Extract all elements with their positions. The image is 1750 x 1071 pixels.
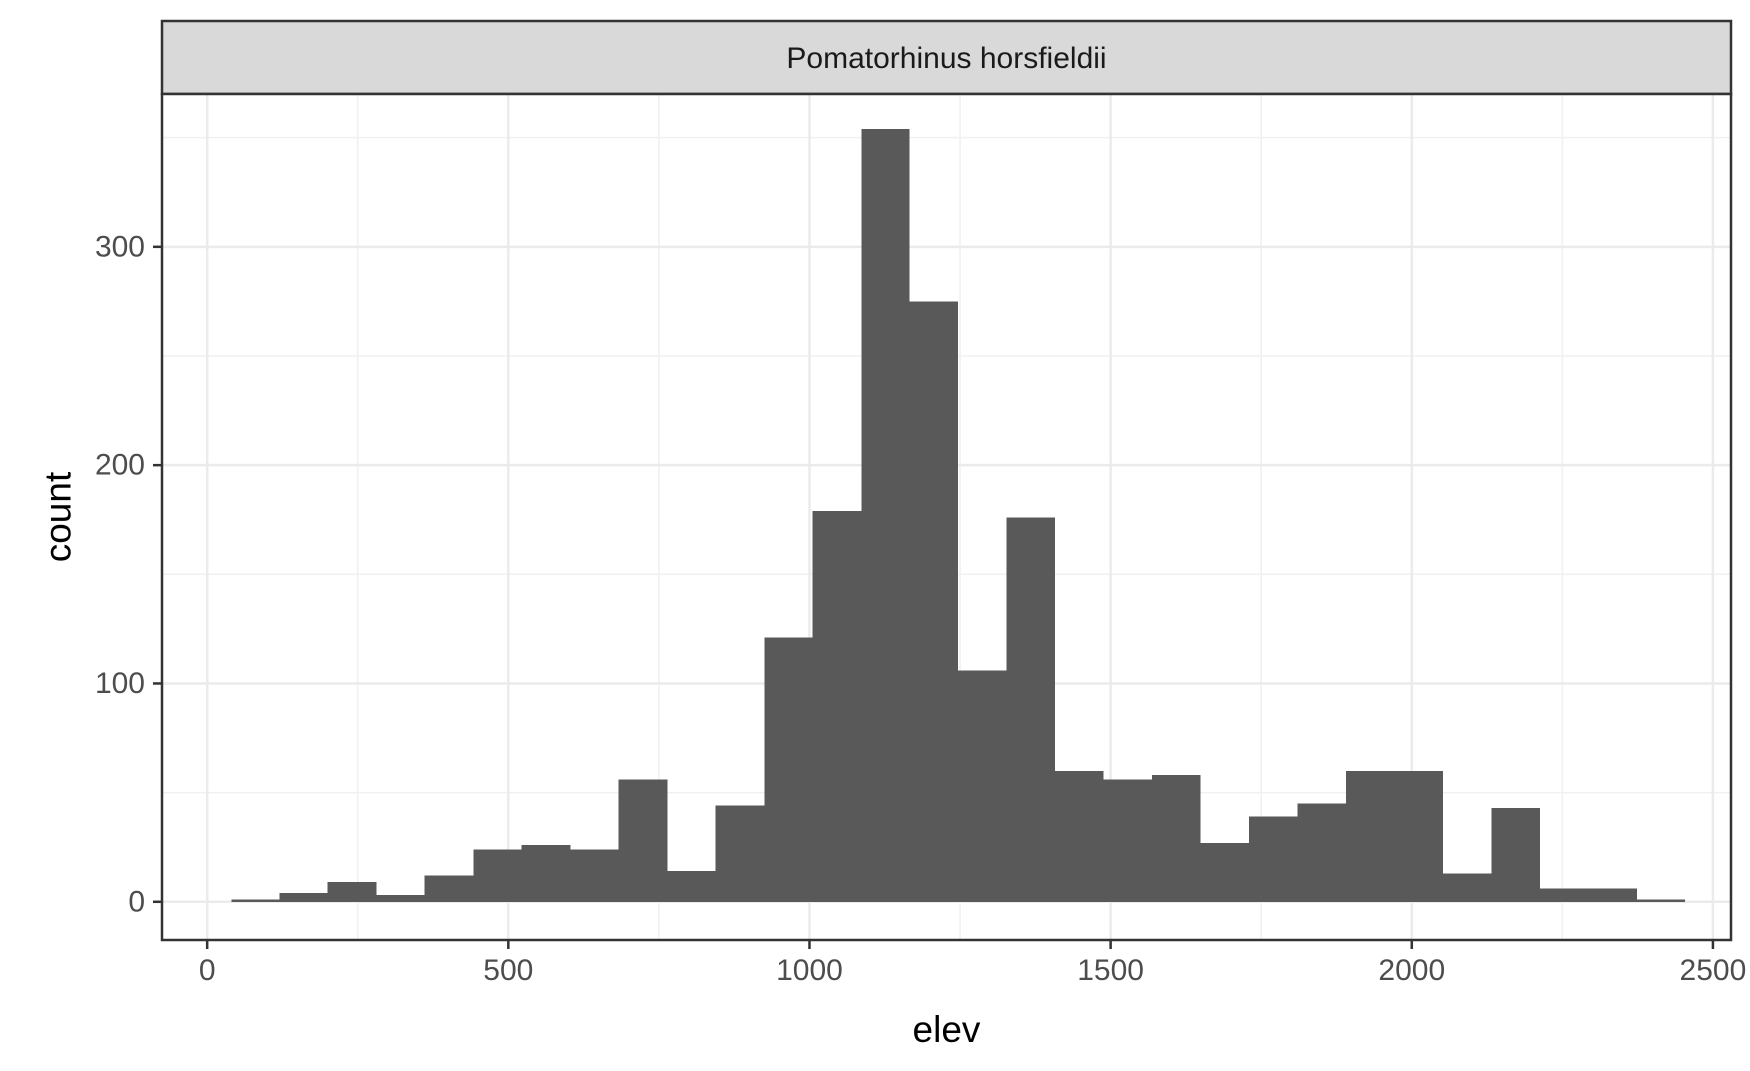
histogram-bar xyxy=(958,670,1007,902)
histogram-bar xyxy=(1200,842,1250,902)
x-tick-label: 2500 xyxy=(1680,954,1747,987)
y-axis: 0 100 200 300 xyxy=(95,230,162,918)
histogram-bar xyxy=(861,128,910,902)
histogram-bar xyxy=(327,882,377,902)
histogram-bar xyxy=(521,845,571,902)
x-tick-label: 2000 xyxy=(1378,954,1445,987)
facet-strip-background xyxy=(160,19,1733,96)
histogram-bar xyxy=(1055,770,1104,902)
histogram-bar xyxy=(1297,803,1347,902)
histogram-bar xyxy=(473,849,522,902)
x-tick-label: 1000 xyxy=(776,954,843,987)
histogram-bar xyxy=(1540,888,1589,902)
histogram-bar xyxy=(376,895,425,902)
facet-label: Pomatorhinus horsfieldii xyxy=(786,42,1106,75)
panel-border xyxy=(160,92,1733,942)
histogram-bar xyxy=(1346,770,1395,902)
y-axis-title: count xyxy=(38,471,79,562)
histogram-bar xyxy=(279,893,328,902)
x-axis: 0 500 1000 1500 2000 2500 xyxy=(199,940,1746,987)
histogram-bar xyxy=(1103,779,1153,902)
histogram-bar xyxy=(1152,775,1201,902)
histogram-bar xyxy=(812,510,862,902)
histogram-bar xyxy=(667,871,716,902)
y-tick-label: 300 xyxy=(95,230,145,263)
y-tick-label: 0 xyxy=(128,885,145,918)
y-tick-label: 200 xyxy=(95,449,145,482)
x-tick-label: 500 xyxy=(483,954,533,987)
histogram-bar xyxy=(1588,888,1638,902)
x-tick-label: 0 xyxy=(199,954,216,987)
histogram-bar xyxy=(231,899,280,902)
histogram-bar xyxy=(1249,816,1298,902)
x-axis-title: elev xyxy=(913,1009,981,1050)
x-tick-label: 1500 xyxy=(1077,954,1144,987)
histogram-bar xyxy=(1394,770,1444,902)
histogram-bar xyxy=(909,301,959,902)
facet-strip: Pomatorhinus horsfieldii xyxy=(160,19,1733,96)
histogram-bar xyxy=(1006,517,1056,902)
histogram-bar xyxy=(424,875,474,902)
histogram-bars xyxy=(231,128,1686,902)
histogram-bar xyxy=(1443,873,1492,902)
histogram-bar xyxy=(1491,807,1541,902)
histogram-bar xyxy=(715,805,765,902)
y-tick-label: 100 xyxy=(95,667,145,700)
histogram-bar xyxy=(570,849,619,902)
histogram-bar xyxy=(764,637,813,902)
histogram-bar xyxy=(618,779,668,902)
histogram-bar xyxy=(1637,899,1686,902)
